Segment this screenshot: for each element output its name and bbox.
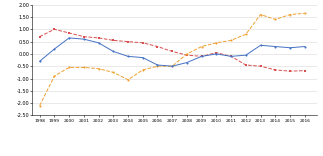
Self-defense bbox=[229, 39, 233, 41]
Second Amendment bbox=[185, 62, 189, 63]
Recreational bbox=[111, 39, 115, 41]
Recreational bbox=[200, 55, 203, 57]
Self-defense bbox=[156, 65, 160, 67]
Self-defense bbox=[170, 65, 174, 67]
Recreational bbox=[141, 42, 145, 44]
Second Amendment bbox=[38, 60, 42, 62]
Recreational bbox=[273, 69, 277, 71]
Self-defense bbox=[273, 19, 277, 20]
Recreational bbox=[185, 54, 189, 56]
Second Amendment bbox=[214, 53, 218, 55]
Recreational bbox=[259, 65, 263, 67]
Recreational bbox=[170, 51, 174, 52]
Second Amendment bbox=[156, 64, 160, 66]
Self-defense bbox=[141, 69, 145, 71]
Second Amendment bbox=[200, 55, 203, 57]
Second Amendment bbox=[126, 55, 130, 57]
Second Amendment bbox=[273, 46, 277, 47]
Recreational bbox=[229, 55, 233, 57]
Recreational bbox=[288, 70, 292, 72]
Second Amendment bbox=[288, 47, 292, 49]
Self-defense bbox=[185, 53, 189, 55]
Line: Recreational: Recreational bbox=[39, 28, 306, 72]
Recreational bbox=[156, 46, 160, 47]
Recreational bbox=[214, 52, 218, 54]
Recreational bbox=[244, 64, 248, 66]
Recreational bbox=[303, 70, 307, 72]
Self-defense bbox=[38, 105, 42, 107]
Self-defense bbox=[67, 66, 71, 68]
Self-defense bbox=[97, 68, 100, 70]
Recreational bbox=[126, 41, 130, 43]
Self-defense bbox=[200, 46, 203, 47]
Second Amendment bbox=[244, 54, 248, 56]
Line: Second Amendment: Second Amendment bbox=[39, 37, 306, 67]
Self-defense bbox=[303, 12, 307, 14]
Self-defense bbox=[244, 33, 248, 35]
Second Amendment bbox=[52, 48, 56, 50]
Self-defense bbox=[52, 75, 56, 77]
Second Amendment bbox=[111, 51, 115, 52]
Self-defense bbox=[111, 71, 115, 73]
Second Amendment bbox=[97, 42, 100, 44]
Recreational bbox=[52, 28, 56, 30]
Self-defense bbox=[288, 14, 292, 15]
Second Amendment bbox=[259, 44, 263, 46]
Recreational bbox=[97, 37, 100, 39]
Recreational bbox=[38, 36, 42, 38]
Second Amendment bbox=[82, 38, 86, 40]
Second Amendment bbox=[170, 65, 174, 67]
Second Amendment bbox=[141, 57, 145, 58]
Self-defense bbox=[214, 42, 218, 44]
Self-defense bbox=[126, 79, 130, 81]
Second Amendment bbox=[229, 55, 233, 57]
Self-defense bbox=[259, 14, 263, 15]
Second Amendment bbox=[67, 37, 71, 39]
Self-defense bbox=[82, 66, 86, 68]
Line: Self-defense: Self-defense bbox=[39, 12, 306, 107]
Second Amendment bbox=[303, 46, 307, 47]
Recreational bbox=[82, 36, 86, 38]
Recreational bbox=[67, 32, 71, 34]
